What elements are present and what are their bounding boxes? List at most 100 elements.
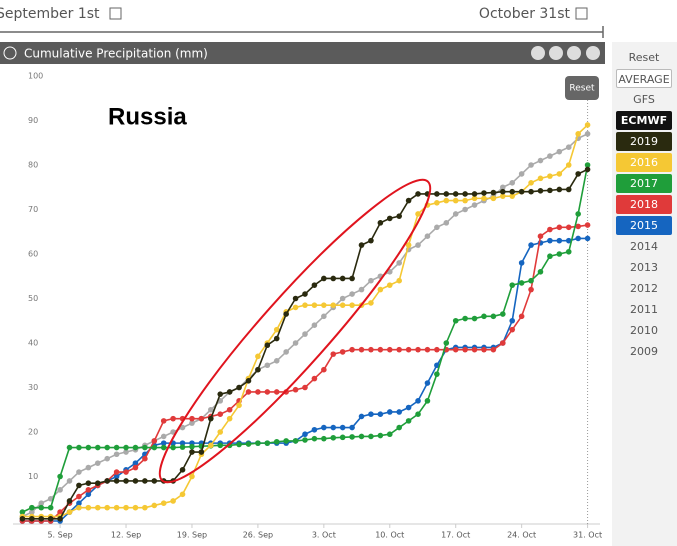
data-point	[434, 346, 440, 353]
data-point	[518, 313, 525, 320]
data-point	[76, 482, 82, 489]
data-point	[575, 131, 581, 137]
data-point	[386, 215, 393, 222]
data-point	[208, 406, 214, 413]
data-point	[339, 302, 346, 308]
data-point	[85, 464, 92, 471]
data-point	[189, 420, 195, 426]
data-point	[264, 362, 271, 369]
reset-button[interactable]: Reset	[628, 51, 660, 64]
data-point	[104, 478, 110, 484]
data-point	[528, 286, 534, 293]
calendar-icon[interactable]	[575, 7, 588, 20]
annotation: Russia	[108, 103, 187, 130]
data-point	[509, 317, 516, 324]
data-point	[339, 295, 346, 302]
data-point	[66, 478, 73, 484]
data-point	[424, 346, 431, 353]
data-point	[584, 122, 591, 128]
data-point	[38, 500, 45, 507]
data-point	[490, 195, 497, 202]
legend-item-off[interactable]: 2009	[630, 345, 658, 358]
data-point	[500, 340, 506, 346]
data-point	[283, 311, 289, 317]
legend-item[interactable]: 2019	[616, 132, 672, 151]
data-point	[528, 242, 534, 248]
legend-item[interactable]: 2018	[616, 195, 672, 214]
data-point	[471, 346, 478, 353]
model-ecmwf[interactable]: ECMWF	[616, 111, 672, 130]
legend-item-off[interactable]: 2014	[630, 240, 658, 253]
data-point	[471, 191, 478, 197]
data-point	[462, 315, 468, 322]
legend-item[interactable]: 2016	[616, 153, 672, 172]
data-point	[556, 251, 563, 257]
legend-average[interactable]: AVERAGE	[616, 69, 672, 88]
data-point	[311, 435, 318, 442]
data-point	[471, 315, 478, 322]
data-point	[132, 460, 139, 466]
data-point	[396, 409, 402, 415]
close-button[interactable]	[586, 46, 600, 60]
data-point	[330, 351, 337, 357]
data-point	[94, 444, 101, 451]
data-point	[57, 487, 63, 493]
end-date[interactable]: October 31st	[479, 6, 571, 22]
data-point	[575, 223, 581, 230]
calendar-icon[interactable]	[109, 7, 122, 20]
chart-title: Cumulative Precipitation (mm)	[24, 47, 208, 61]
data-point	[189, 443, 195, 450]
start-date[interactable]: September 1st	[0, 6, 100, 22]
data-point	[377, 220, 384, 226]
data-point	[302, 291, 308, 297]
toolbar-button[interactable]	[567, 46, 581, 60]
data-point	[434, 200, 440, 206]
data-point	[29, 509, 35, 515]
data-point	[179, 467, 186, 473]
data-point	[481, 346, 487, 353]
data-point	[377, 411, 384, 418]
data-point	[434, 371, 440, 377]
data-point	[47, 504, 54, 511]
data-point	[405, 242, 412, 248]
data-point	[443, 220, 450, 226]
data-point	[264, 342, 271, 349]
toolbar-button[interactable]	[549, 46, 563, 60]
y-tick-label: 30	[28, 383, 38, 392]
data-point	[217, 429, 224, 435]
data-point	[47, 495, 54, 502]
legend-item[interactable]: 2017	[616, 174, 672, 193]
data-point	[283, 349, 289, 355]
data-point	[311, 322, 318, 329]
data-point	[565, 162, 572, 168]
data-point	[273, 389, 280, 395]
data-point	[415, 242, 421, 248]
legend-item-off[interactable]: 2013	[630, 261, 658, 274]
data-point	[217, 442, 224, 449]
legend-item-off[interactable]: 2010	[630, 324, 658, 337]
data-point	[358, 242, 365, 248]
reset-zoom-label[interactable]: Reset	[569, 84, 595, 94]
data-point	[528, 180, 534, 186]
data-point	[160, 500, 167, 507]
legend-item-off[interactable]: 2011	[630, 303, 658, 316]
x-tick-label: 19. Sep	[177, 531, 207, 540]
legend-item[interactable]: 2015	[616, 216, 672, 235]
legend-item-off[interactable]: 2012	[630, 282, 658, 295]
data-point	[113, 478, 120, 484]
data-point	[179, 491, 186, 498]
model-gfs[interactable]: GFS	[633, 93, 655, 106]
data-point	[292, 340, 299, 346]
reset-zoom-button[interactable]	[565, 76, 599, 100]
data-point	[537, 269, 544, 275]
data-point	[415, 398, 421, 404]
data-point	[47, 515, 54, 522]
data-point	[584, 131, 591, 137]
y-tick-label: 70	[28, 205, 38, 214]
data-point	[462, 191, 468, 197]
data-point	[330, 302, 337, 308]
toolbar-button[interactable]	[531, 46, 545, 60]
data-point	[368, 346, 374, 353]
y-tick-label: 60	[28, 250, 38, 259]
